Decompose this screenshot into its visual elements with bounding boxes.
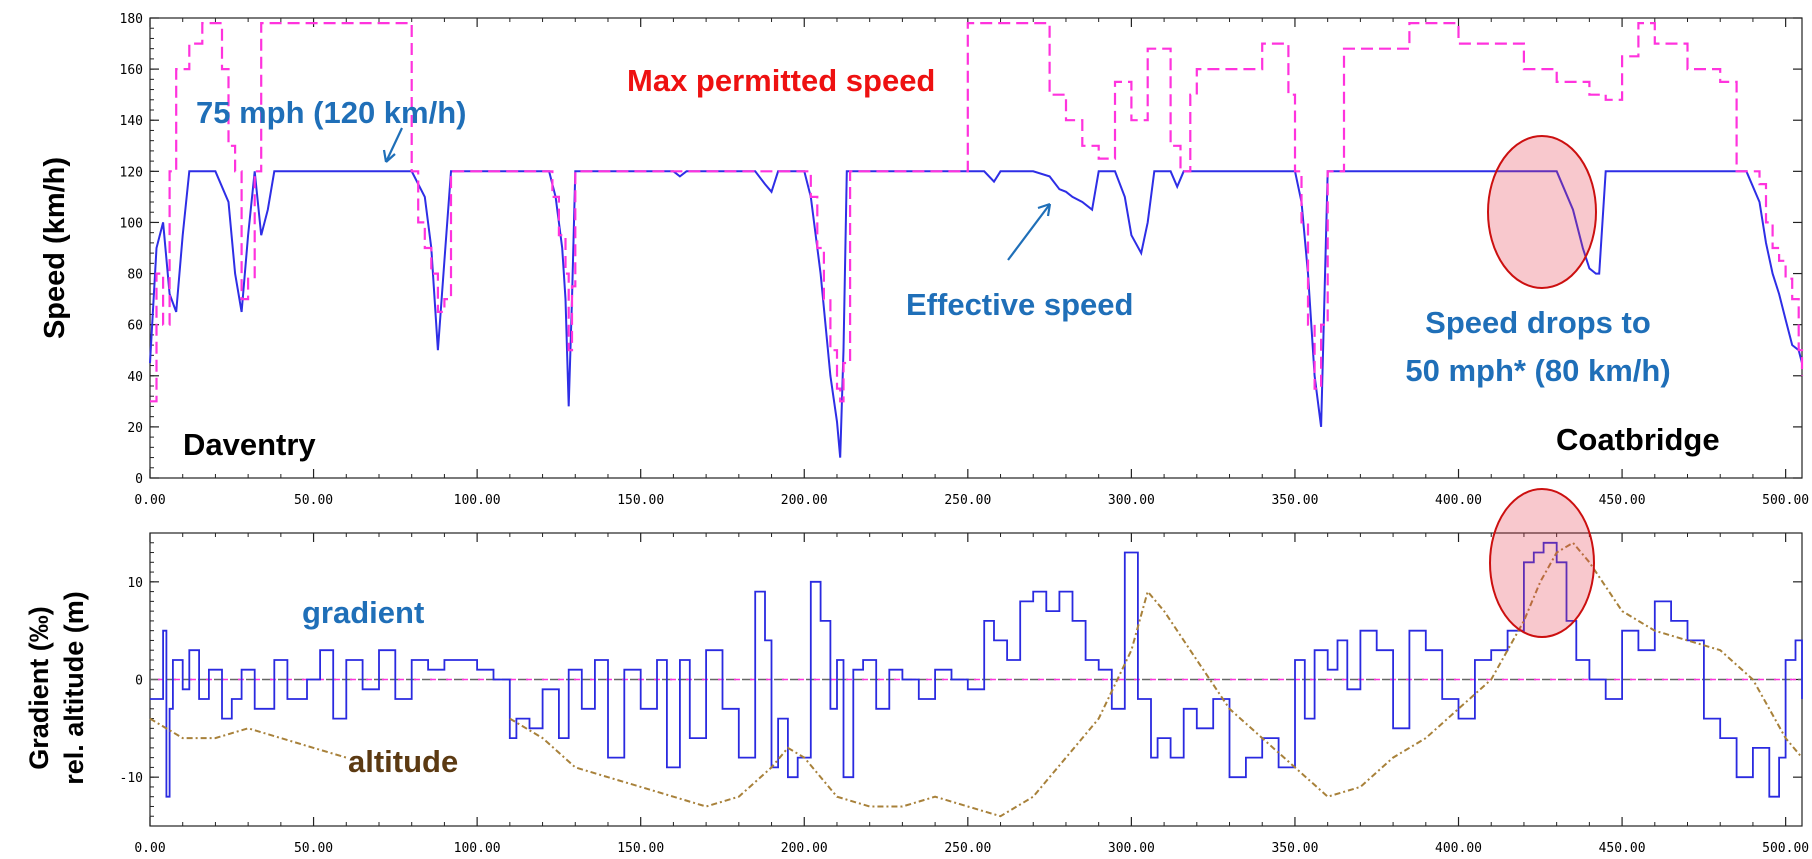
speed-chart: 0.00 50.00 100.00 150.00 200.00 250.00 300.00 3… (39, 12, 1809, 508)
x-tick-label: 450.00 (1599, 493, 1646, 508)
max-speed-line (150, 22, 1804, 403)
speed-drop-annotation-line1: Speed drops to (1425, 305, 1651, 340)
effective-speed-annotation: Effective speed (906, 287, 1133, 322)
x-tick-label: 300.00 (1108, 841, 1155, 856)
speed-75-annotation: 75 mph (120 km/h) (196, 95, 466, 130)
y-tick-label: 180 (120, 12, 143, 27)
gradient-series (149, 541, 1803, 818)
x-tick-label: 400.00 (1435, 841, 1482, 856)
y-tick-label: 120 (120, 165, 143, 180)
y-tick-label: 160 (120, 63, 143, 78)
x-tick-label: 150.00 (617, 493, 664, 508)
x-tick-label: 50.00 (294, 493, 333, 508)
y-tick-label: 60 (127, 319, 143, 334)
gradient-line (150, 541, 1803, 798)
end-station-label: Coatbridge (1556, 422, 1720, 457)
x-tick-label: 350.00 (1271, 493, 1318, 508)
speed-75-arrowhead (382, 149, 396, 163)
x-tick-label: 0.00 (134, 841, 165, 856)
speed-drop-annotation-line2: 50 mph* (80 km/h) (1405, 353, 1670, 388)
y-tick-label: -10 (120, 771, 143, 786)
x-tick-label: 350.00 (1271, 841, 1318, 856)
gradient-axis-ticks: 0.00 50.00 100.00 150.00 200.00 250.00 300.00 3… (120, 532, 1809, 856)
x-tick-label: 200.00 (781, 841, 828, 856)
x-tick-label: 400.00 (1435, 493, 1482, 508)
x-tick-label: 250.00 (944, 841, 991, 856)
x-tick-label: 100.00 (454, 841, 501, 856)
x-tick-label: 300.00 (1108, 493, 1155, 508)
x-tick-label: 100.00 (454, 493, 501, 508)
y-tick-label: 140 (120, 114, 143, 129)
x-tick-label: 250.00 (944, 493, 991, 508)
altitude-annotation: altitude (348, 744, 458, 779)
x-tick-label: 450.00 (1599, 841, 1646, 856)
x-tick-label: 200.00 (781, 493, 828, 508)
effective-speed-arrow (1007, 203, 1051, 261)
gradient-y-axis-label-line1: Gradient (‰) (24, 606, 54, 770)
gradient-y-axis-label-line2: rel. altitude (m) (59, 591, 89, 785)
y-tick-label: 20 (127, 421, 143, 436)
y-tick-label: 0 (135, 674, 143, 689)
start-station-label: Daventry (183, 427, 316, 462)
y-tick-label: 0 (135, 472, 143, 487)
x-tick-label: 50.00 (294, 841, 333, 856)
speed-series (149, 22, 1804, 458)
altitude-line (149, 541, 1803, 818)
speed-drop-highlight (1487, 135, 1597, 289)
x-tick-label: 500.00 (1762, 841, 1809, 856)
x-tick-label: 0.00 (134, 493, 165, 508)
effective-speed-line (149, 170, 1803, 458)
y-tick-label: 10 (127, 576, 143, 591)
y-tick-label: 40 (127, 370, 143, 385)
max-speed-annotation: Max permitted speed (627, 63, 935, 98)
gradient-peak-highlight (1489, 488, 1595, 638)
speed-y-axis-label: Speed (km/h) (39, 157, 71, 339)
y-tick-label: 100 (120, 216, 143, 231)
gradient-annotation: gradient (302, 595, 424, 630)
y-tick-label: 80 (127, 268, 143, 283)
gradient-chart: 0.00 50.00 100.00 150.00 200.00 250.00 300.00 3… (24, 532, 1809, 856)
x-tick-label: 150.00 (617, 841, 664, 856)
speed-75-arrow (385, 127, 403, 163)
effective-speed-arrowhead (1037, 202, 1052, 217)
x-tick-label: 500.00 (1762, 493, 1809, 508)
